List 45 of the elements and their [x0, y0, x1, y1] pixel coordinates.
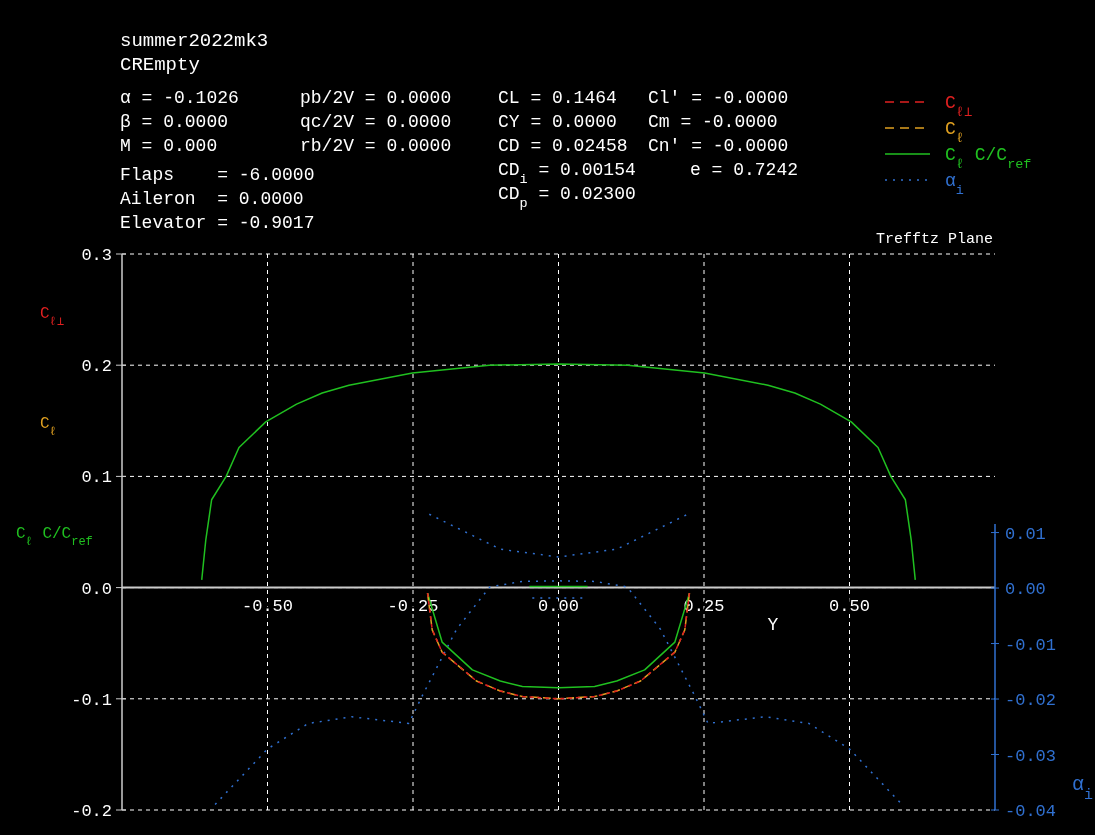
y-tick-label: 0.3 — [81, 246, 112, 265]
legend-label: C$_{ℓ⊥}$ — [945, 93, 973, 120]
text: Trefftz Plane — [875, 231, 993, 248]
y-tick-label: -0.1 — [71, 690, 112, 710]
y2-axis-title: α$_{i}$ — [1072, 773, 1094, 804]
y2-tick-label: -0.04 — [1005, 802, 1057, 821]
text: C$_{ℓ}$ — [40, 415, 57, 439]
y2-tick-label: 0.01 — [1005, 524, 1046, 544]
text: e = 0.7242 — [690, 160, 799, 180]
text: C$_{ℓ}$ C/C$_{ref}$ — [16, 525, 93, 549]
text: CL = 0.1464 — [498, 88, 617, 108]
text: Flaps = -6.0000 — [120, 165, 315, 185]
y2-tick-label: -0.02 — [1005, 691, 1057, 711]
chart-subtitle: CREmpty — [120, 54, 200, 76]
y-tick-label: 0.0 — [81, 579, 112, 599]
text: Cl' = -0.0000 — [648, 88, 789, 108]
text: qc/2V = 0.0000 — [300, 112, 452, 132]
text: CD$_{i}$ = 0.00154 — [498, 160, 636, 187]
text: α = -0.1026 — [120, 88, 239, 108]
text: CD$_{p}$ = 0.02300 — [498, 184, 636, 211]
text: pb/2V = 0.0000 — [300, 88, 452, 108]
y2-tick-label: 0.00 — [1005, 580, 1046, 600]
text: Cm = -0.0000 — [648, 112, 778, 132]
legend-label: C$_{ℓ}$ — [945, 119, 964, 146]
text: CD = 0.02458 — [498, 136, 628, 156]
text: C$_{ℓ⊥}$ — [40, 305, 65, 329]
y-tick-label: 0.1 — [81, 468, 112, 488]
y-tick-label: -0.2 — [71, 802, 112, 821]
chart-title: summer2022mk3 — [120, 30, 269, 52]
text: M = 0.000 — [120, 136, 218, 156]
text: rb/2V = 0.0000 — [300, 136, 452, 156]
legend-label: C$_{ℓ}$ C/C$_{ref}$ — [945, 145, 1032, 172]
x-tick-label: 0.00 — [538, 596, 579, 616]
text: CY = 0.0000 — [498, 112, 617, 132]
x-axis-title: Y — [767, 615, 779, 635]
legend-label: α$_{i}$ — [945, 171, 964, 198]
x-tick-label: 0.50 — [829, 596, 870, 616]
text: Elevator = -0.9017 — [120, 213, 315, 233]
y-tick-label: 0.2 — [81, 357, 112, 377]
y2-tick-label: -0.03 — [1005, 746, 1057, 766]
text: Aileron = 0.0000 — [120, 189, 304, 209]
text: Cn' = -0.0000 — [648, 136, 789, 156]
y2-tick-label: -0.01 — [1005, 635, 1057, 655]
x-tick-label: -0.50 — [241, 596, 294, 616]
text: β = 0.0000 — [120, 112, 229, 132]
